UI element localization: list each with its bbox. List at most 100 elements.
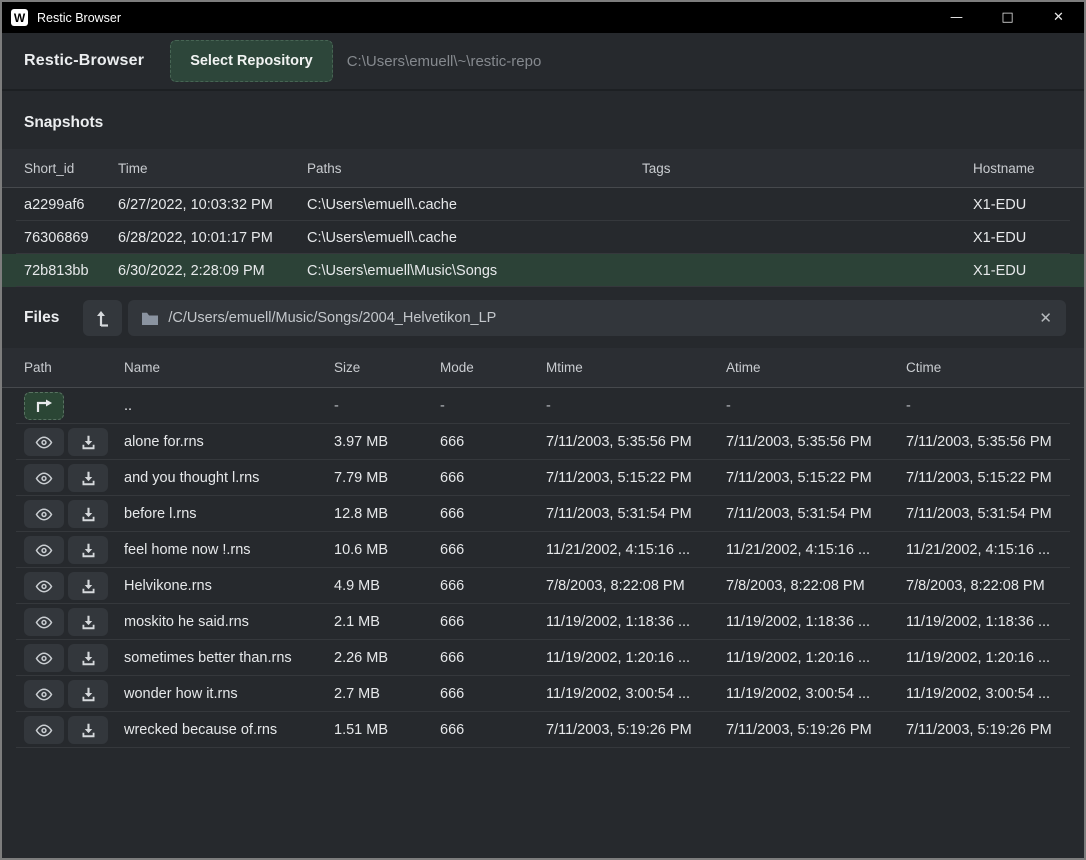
file-mtime: 11/21/2002, 4:15:16 ...	[546, 542, 726, 558]
maximize-button[interactable]: □	[982, 2, 1033, 33]
file-atime: 7/11/2003, 5:35:56 PM	[726, 434, 906, 450]
column-header-ctime: Ctime	[906, 360, 1070, 375]
file-mode: 666	[440, 542, 546, 558]
clear-path-icon[interactable]: ✕	[1039, 309, 1052, 327]
file-name: and you thought l.rns	[124, 470, 334, 486]
file-row: Helvikone.rns 4.9 MB 666 7/8/2003, 8:22:…	[2, 568, 1084, 604]
file-name: before l.rns	[124, 506, 334, 522]
download-icon	[81, 687, 96, 702]
preview-file-button[interactable]	[24, 680, 64, 708]
snapshot-time: 6/30/2022, 2:28:09 PM	[118, 263, 307, 279]
download-icon	[81, 651, 96, 666]
file-mtime: 11/19/2002, 1:20:16 ...	[546, 650, 726, 666]
titlebar: W Restic Browser — □ ✕	[2, 2, 1084, 33]
column-header-mtime: Mtime	[546, 360, 726, 375]
parent-directory-row: .. - - - - -	[2, 388, 1084, 424]
preview-file-button[interactable]	[24, 572, 64, 600]
preview-file-button[interactable]	[24, 536, 64, 564]
file-row: feel home now !.rns 10.6 MB 666 11/21/20…	[2, 532, 1084, 568]
file-mtime: 7/11/2003, 5:19:26 PM	[546, 722, 726, 738]
preview-file-button[interactable]	[24, 500, 64, 528]
file-size: 7.79 MB	[334, 470, 440, 486]
select-repository-button[interactable]: Select Repository	[170, 40, 333, 82]
column-header-hostname: Hostname	[973, 161, 1070, 176]
eye-icon	[35, 508, 53, 521]
file-ctime: 11/19/2002, 1:20:16 ...	[906, 650, 1070, 666]
folder-icon	[142, 312, 158, 325]
file-atime: 11/21/2002, 4:15:16 ...	[726, 542, 906, 558]
download-file-button[interactable]	[68, 608, 108, 636]
file-name: moskito he said.rns	[124, 614, 334, 630]
file-ctime: 7/11/2003, 5:15:22 PM	[906, 470, 1070, 486]
parent-row-actions	[24, 392, 124, 420]
files-heading: Files	[24, 309, 59, 327]
file-name: feel home now !.rns	[124, 542, 334, 558]
eye-icon	[35, 724, 53, 737]
file-mode: 666	[440, 650, 546, 666]
download-file-button[interactable]	[68, 536, 108, 564]
file-row: sometimes better than.rns 2.26 MB 666 11…	[2, 640, 1084, 676]
close-button[interactable]: ✕	[1033, 2, 1084, 33]
file-mode: -	[440, 398, 546, 414]
file-ctime: 7/11/2003, 5:35:56 PM	[906, 434, 1070, 450]
file-size: 2.1 MB	[334, 614, 440, 630]
file-name: Helvikone.rns	[124, 578, 334, 594]
snapshot-time: 6/28/2022, 10:01:17 PM	[118, 230, 307, 246]
file-atime: 11/19/2002, 3:00:54 ...	[726, 686, 906, 702]
file-size: 1.51 MB	[334, 722, 440, 738]
preview-file-button[interactable]	[24, 464, 64, 492]
preview-file-button[interactable]	[24, 428, 64, 456]
repository-path: C:\Users\emuell\~\restic-repo	[347, 53, 542, 70]
column-header-path: Path	[24, 360, 124, 375]
preview-file-button[interactable]	[24, 608, 64, 636]
download-file-button[interactable]	[68, 428, 108, 456]
preview-file-button[interactable]	[24, 644, 64, 672]
download-icon	[81, 579, 96, 594]
file-row: before l.rns 12.8 MB 666 7/11/2003, 5:31…	[2, 496, 1084, 532]
file-size: 10.6 MB	[334, 542, 440, 558]
file-ctime: 7/8/2003, 8:22:08 PM	[906, 578, 1070, 594]
download-icon	[81, 543, 96, 558]
snapshot-row[interactable]: 72b813bb 6/30/2022, 2:28:09 PM C:\Users\…	[2, 254, 1084, 287]
snapshot-row[interactable]: a2299af6 6/27/2022, 10:03:32 PM C:\Users…	[2, 188, 1084, 221]
file-size: 2.7 MB	[334, 686, 440, 702]
file-atime: 11/19/2002, 1:18:36 ...	[726, 614, 906, 630]
minimize-button[interactable]: —	[931, 2, 982, 33]
file-row: wonder how it.rns 2.7 MB 666 11/19/2002,…	[2, 676, 1084, 712]
app-header: Restic-Browser Select Repository C:\User…	[2, 33, 1084, 91]
file-mode: 666	[440, 434, 546, 450]
app-title: Restic-Browser	[24, 52, 144, 70]
snapshot-row[interactable]: 76306869 6/28/2022, 10:01:17 PM C:\Users…	[2, 221, 1084, 254]
file-row: wrecked because of.rns 1.51 MB 666 7/11/…	[2, 712, 1084, 748]
snapshots-table-header: Short_id Time Paths Tags Hostname	[2, 149, 1084, 188]
download-icon	[81, 435, 96, 450]
eye-icon	[35, 652, 53, 665]
file-ctime: 11/21/2002, 4:15:16 ...	[906, 542, 1070, 558]
download-file-button[interactable]	[68, 644, 108, 672]
download-file-button[interactable]	[68, 572, 108, 600]
snapshot-hostname: X1-EDU	[973, 230, 1070, 246]
file-mode: 666	[440, 722, 546, 738]
snapshots-heading: Snapshots	[2, 91, 1084, 149]
file-row-actions	[24, 680, 124, 708]
eye-icon	[35, 436, 53, 449]
file-mtime: 7/11/2003, 5:35:56 PM	[546, 434, 726, 450]
download-file-button[interactable]	[68, 464, 108, 492]
file-size: -	[334, 398, 440, 414]
download-file-button[interactable]	[68, 500, 108, 528]
file-size: 2.26 MB	[334, 650, 440, 666]
column-header-short-id: Short_id	[24, 161, 118, 176]
file-row-actions	[24, 428, 124, 456]
preview-file-button[interactable]	[24, 716, 64, 744]
file-size: 3.97 MB	[334, 434, 440, 450]
go-up-button[interactable]	[83, 300, 122, 336]
file-atime: 7/11/2003, 5:15:22 PM	[726, 470, 906, 486]
files-path-input[interactable]: /C/Users/emuell/Music/Songs/2004_Helveti…	[128, 300, 1066, 336]
snapshot-hostname: X1-EDU	[973, 197, 1070, 213]
download-file-button[interactable]	[68, 716, 108, 744]
file-row-actions	[24, 464, 124, 492]
file-mode: 666	[440, 686, 546, 702]
go-parent-button[interactable]	[24, 392, 64, 420]
file-ctime: 11/19/2002, 1:18:36 ...	[906, 614, 1070, 630]
download-file-button[interactable]	[68, 680, 108, 708]
